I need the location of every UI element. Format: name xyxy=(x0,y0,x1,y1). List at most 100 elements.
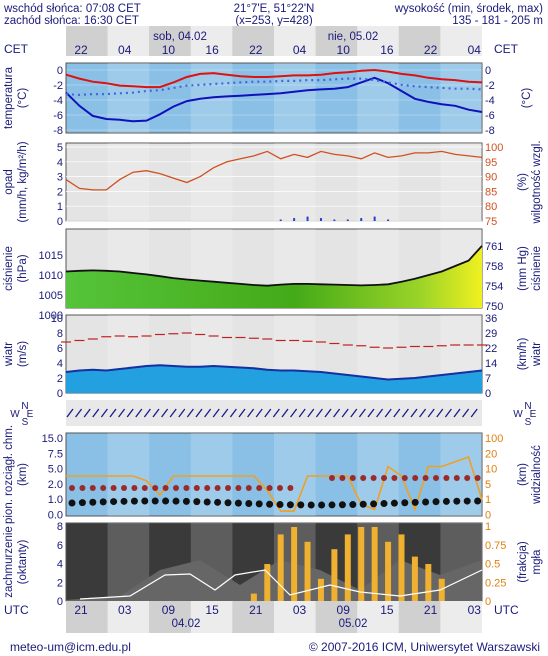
cloud-top-dot xyxy=(464,475,471,481)
wind-arrow xyxy=(161,408,169,418)
top-axis: sob, 04.02 nie, 05.02 22 04 10 16 22 04 10 16 22… xyxy=(4,26,519,57)
panel-column-shade xyxy=(357,63,399,133)
cloud-base-dot xyxy=(286,501,294,509)
elevation-title: wysokość (min, środek, max) xyxy=(394,3,543,15)
footer-copyright: © 2007-2016 ICM, Uniwersytet Warszawski xyxy=(309,640,540,654)
left-axis-unit: (°C) xyxy=(17,88,29,109)
right-tick-label: 0.5 xyxy=(485,559,500,571)
wind-arrow xyxy=(470,408,478,418)
day-label-sat: sob, 04.02 xyxy=(153,31,207,43)
right-tick-label: 758 xyxy=(485,261,503,273)
left-tick-label: 8 xyxy=(57,328,63,340)
wind-speed-line xyxy=(65,364,483,381)
wind-arrow xyxy=(307,408,315,418)
wind-arrow xyxy=(462,408,470,418)
panel-column-shade xyxy=(107,63,150,133)
cloud-top-dot xyxy=(401,475,408,481)
wind-arrow xyxy=(83,408,91,418)
left-tick-label: 4 xyxy=(57,559,63,571)
right-tick-label: 80 xyxy=(485,201,497,213)
precip-bar xyxy=(333,219,336,221)
cloud-top-dot xyxy=(245,485,252,491)
tz-right-bottom: UTC xyxy=(494,603,519,617)
cloud-top-dot xyxy=(370,475,377,481)
bottom-hour-label: 21 xyxy=(249,603,263,617)
cloud-top-dot xyxy=(266,485,273,491)
left-tick-label: 2.0 xyxy=(48,479,63,491)
right-tick-label: 10 xyxy=(485,464,497,476)
cloud-base-dot xyxy=(328,501,336,509)
bottom-hour-label: 15 xyxy=(205,603,219,617)
cloud-top-dot xyxy=(152,485,159,491)
wind-arrow xyxy=(298,408,306,418)
right-tick-label: -4 xyxy=(485,95,495,107)
wind-arrow xyxy=(444,408,452,418)
left-tick-label: 1000 xyxy=(39,310,63,322)
cloud-base-dot xyxy=(422,498,430,506)
column-band xyxy=(315,601,358,633)
right-tick-label: -2 xyxy=(485,80,495,92)
cloud-base-dot xyxy=(172,497,180,505)
compass-n: N xyxy=(524,401,531,412)
cloud-base-dot xyxy=(453,497,461,505)
right-tick-label: 29 xyxy=(485,328,497,340)
pressure-line xyxy=(65,245,483,287)
right-tick-label: 36 xyxy=(485,313,497,325)
cloud-base-dot xyxy=(359,500,367,508)
cloud-top-dot xyxy=(162,485,169,491)
tz-right-top: CET xyxy=(494,42,519,56)
column-band xyxy=(440,26,482,56)
wind-strip-bg xyxy=(66,400,482,426)
cloud-top-dot xyxy=(339,475,346,481)
cloud-base-dot xyxy=(474,497,482,505)
column-band xyxy=(66,601,108,633)
cloud-base-dot xyxy=(338,501,346,509)
precip-bar xyxy=(279,219,282,221)
cloud-top-dot xyxy=(360,475,367,481)
right-tick-label: 761 xyxy=(485,241,503,253)
cloud-top-dot xyxy=(121,485,127,491)
wind-arrow xyxy=(419,408,427,418)
cloud-top-dot xyxy=(422,475,429,481)
bottom-hour-label: 03 xyxy=(468,603,482,617)
right-tick-label: 0 xyxy=(485,388,491,400)
cloud-top-dot xyxy=(141,485,148,491)
cloud-base-dot xyxy=(276,501,284,509)
right-tick-label: 0 xyxy=(485,65,491,77)
wind-arrow xyxy=(358,408,366,418)
top-hour-label: 10 xyxy=(337,43,351,57)
cloud-base-dot xyxy=(110,498,118,506)
right-tick-label: 7 xyxy=(485,373,491,385)
precip-bar xyxy=(306,216,309,221)
cloud-top-dot xyxy=(214,485,221,491)
wind-arrow xyxy=(264,408,272,418)
right-tick-label: 754 xyxy=(485,281,503,293)
wind-arrow xyxy=(229,408,237,418)
wind-arrow xyxy=(66,408,74,418)
left-tick-label: 1.0 xyxy=(48,494,63,506)
fog-bar xyxy=(317,578,324,601)
cloud-top-dot xyxy=(204,485,211,491)
cloud-top-dot xyxy=(110,485,117,491)
left-tick-label: 0 xyxy=(57,596,63,608)
column-band xyxy=(440,601,482,633)
wind-arrow xyxy=(350,408,358,418)
column-band xyxy=(357,601,399,633)
right-axis-unit: (°C) xyxy=(521,88,533,109)
cloud-base-dot xyxy=(390,499,398,507)
right-axis-unit: (%) xyxy=(517,173,529,191)
bottom-axis: 21 03 09 15 21 03 09 15 21 03 04.02 05.02 UTC UTC xyxy=(4,601,519,633)
cloud-base-dot xyxy=(266,500,274,508)
left-tick-label: -4 xyxy=(53,95,63,107)
wind-arrow xyxy=(393,408,401,418)
left-tick-label: 0 xyxy=(57,65,63,77)
footer-email[interactable]: meteo-um@icm.edu.pl xyxy=(10,640,131,654)
left-tick-label: 1010 xyxy=(39,270,63,282)
wind-arrow xyxy=(169,408,177,418)
bottom-hour-label: 21 xyxy=(424,603,438,617)
tz-left-top: CET xyxy=(4,42,29,56)
compass-e: E xyxy=(27,409,34,420)
